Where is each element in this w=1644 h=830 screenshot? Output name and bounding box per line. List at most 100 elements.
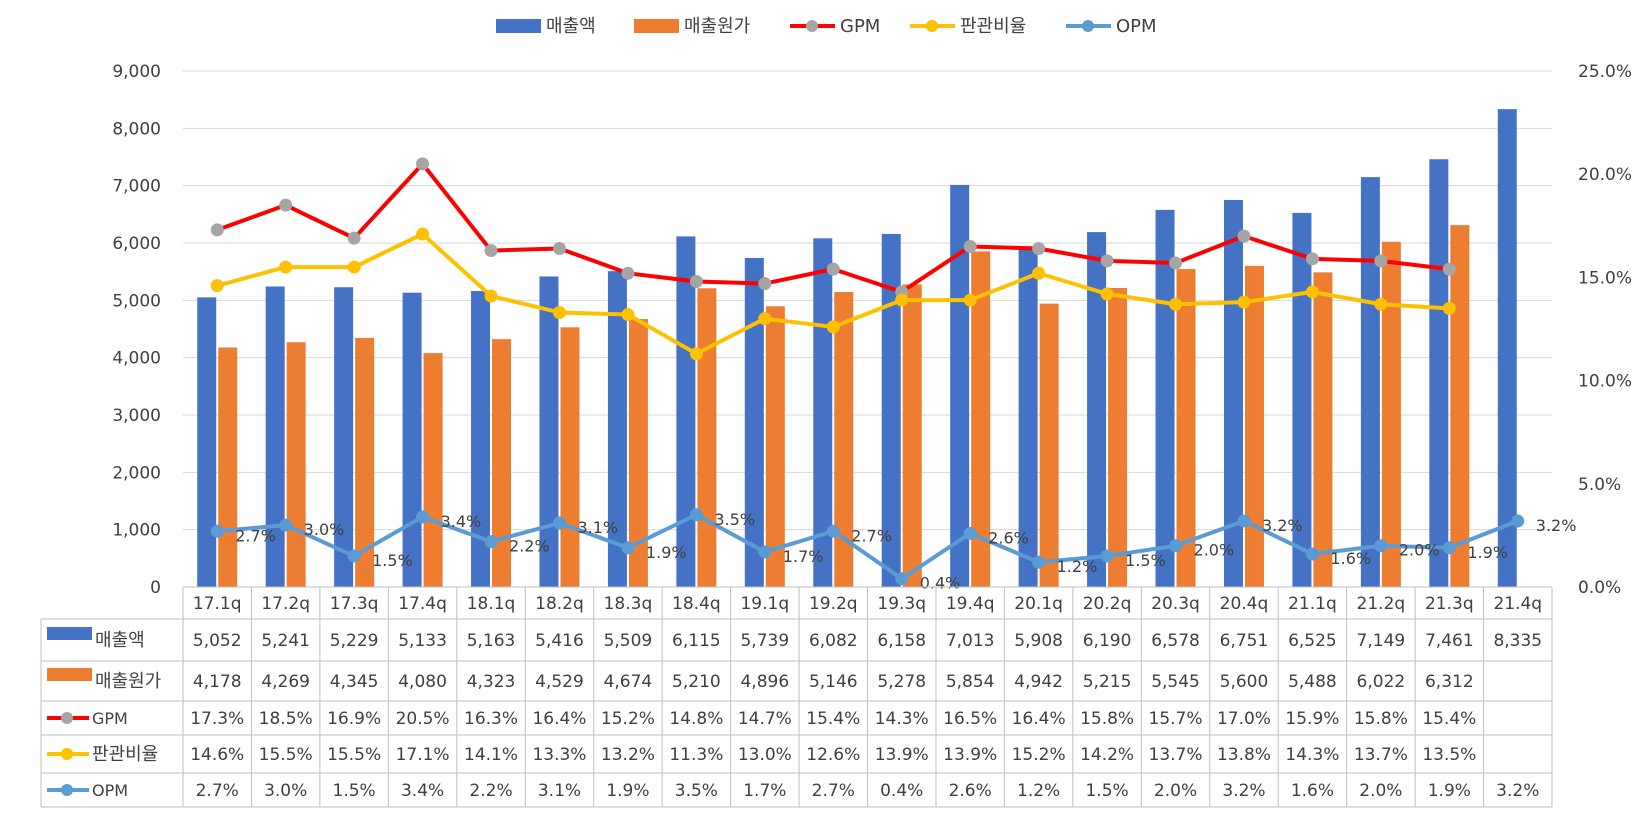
marker-point — [1442, 301, 1456, 315]
opm-data-label: 2.0% — [1399, 541, 1440, 560]
table-row-label: 판관비율 — [92, 744, 158, 765]
bar-revenue — [881, 233, 901, 587]
table-cell: 15.4% — [806, 709, 860, 729]
y-left-tick-label: 4,000 — [112, 349, 161, 369]
table-key-marker — [61, 712, 73, 724]
bar-cogs — [902, 284, 922, 587]
marker-point — [758, 277, 772, 291]
bar-cogs — [492, 339, 512, 587]
opm-data-label: 3.1% — [577, 518, 618, 537]
table-row-label: 매출원가 — [95, 671, 161, 692]
bar-cogs — [1108, 288, 1128, 587]
table-cell: 5,210 — [672, 672, 721, 692]
category-label: 21.1q — [1288, 594, 1337, 614]
y-right-tick-label: 20.0% — [1578, 165, 1632, 185]
opm-data-label: 1.9% — [646, 543, 687, 562]
legend-label: 매출원가 — [684, 16, 750, 37]
y-right-tick-label: 0.0% — [1578, 578, 1621, 598]
table-cell: 15.8% — [1080, 709, 1134, 729]
marker-point — [1169, 539, 1183, 553]
table-cell: 4,896 — [740, 672, 789, 692]
table-cell: 6,158 — [877, 631, 926, 651]
marker-point — [689, 275, 703, 289]
table-cell: 7,013 — [946, 631, 995, 651]
marker-point — [826, 262, 840, 276]
marker-point — [1374, 539, 1388, 553]
bar-revenue — [676, 236, 696, 587]
marker-point — [1169, 297, 1183, 311]
bar-revenue — [471, 290, 491, 587]
opm-data-label: 1.5% — [372, 551, 413, 570]
marker-point — [758, 312, 772, 326]
table-key-swatch — [47, 627, 92, 640]
table-cell: 2.7% — [812, 781, 855, 801]
bar-cogs — [1381, 241, 1401, 588]
legend-swatch-marker — [926, 20, 938, 32]
bar-cogs — [1244, 265, 1264, 587]
y-left-tick-label: 3,000 — [112, 406, 161, 426]
table-cell: 14.8% — [669, 709, 723, 729]
marker-point — [210, 524, 224, 538]
table-cell: 16.4% — [1012, 709, 1066, 729]
table-cell: 8,335 — [1493, 631, 1542, 651]
table-cell: 4,529 — [535, 672, 584, 692]
opm-data-label: 2.7% — [235, 526, 276, 545]
table-cell: 6,578 — [1151, 631, 1200, 651]
marker-point — [621, 541, 635, 555]
bar-revenue — [1429, 159, 1449, 587]
table-cell: 13.0% — [738, 745, 792, 765]
category-label: 21.3q — [1425, 594, 1474, 614]
bar-revenue — [1223, 199, 1243, 587]
table-cell: 3.1% — [538, 781, 581, 801]
bar-cogs — [834, 291, 854, 587]
bar-cogs — [1450, 225, 1470, 587]
table-cell: 13.7% — [1354, 745, 1408, 765]
bar-revenue — [265, 286, 285, 587]
y-right-tick-label: 25.0% — [1578, 62, 1632, 82]
marker-point — [484, 535, 498, 549]
table-cell: 6,115 — [672, 631, 721, 651]
legend-swatch-marker — [806, 20, 818, 32]
marker-point — [1305, 285, 1319, 299]
bar-cogs — [355, 337, 375, 587]
bar-revenue — [334, 287, 354, 587]
y-left-tick-label: 2,000 — [112, 463, 161, 483]
bar-cogs — [218, 347, 238, 587]
marker-point — [1305, 547, 1319, 561]
marker-point — [416, 157, 430, 171]
table-cell: 1.9% — [1428, 781, 1471, 801]
marker-point — [1032, 555, 1046, 569]
table-cell: 15.2% — [601, 709, 655, 729]
bar-cogs — [697, 288, 717, 587]
table-cell: 1.7% — [743, 781, 786, 801]
table-cell: 0.4% — [880, 781, 923, 801]
table-cell: 4,269 — [261, 672, 310, 692]
category-label: 17.4q — [398, 594, 447, 614]
marker-point — [1032, 266, 1046, 280]
y-left-tick-label: 1,000 — [112, 521, 161, 541]
table-cell: 20.5% — [396, 709, 450, 729]
bar-revenue — [402, 292, 422, 587]
marker-point — [1374, 297, 1388, 311]
bar-revenue — [1018, 248, 1038, 588]
table-cell: 2.6% — [949, 781, 992, 801]
marker-point — [416, 510, 430, 524]
table-cell: 3.5% — [675, 781, 718, 801]
legend-swatch — [496, 19, 541, 33]
category-label: 20.4q — [1220, 594, 1269, 614]
table-cell: 1.2% — [1017, 781, 1060, 801]
table-cell: 2.0% — [1359, 781, 1402, 801]
opm-data-label: 2.0% — [1194, 541, 1235, 560]
bar-revenue — [539, 276, 559, 587]
table-key-marker — [61, 748, 73, 760]
marker-point — [826, 320, 840, 334]
table-cell: 16.5% — [943, 709, 997, 729]
table-key-marker — [61, 784, 73, 796]
opm-data-label: 1.9% — [1467, 543, 1508, 562]
legend-swatch-marker — [1082, 20, 1094, 32]
marker-point — [1511, 514, 1525, 528]
table-row-label: 매출액 — [95, 630, 145, 651]
marker-point — [1100, 254, 1114, 268]
table-cell: 13.8% — [1217, 745, 1271, 765]
